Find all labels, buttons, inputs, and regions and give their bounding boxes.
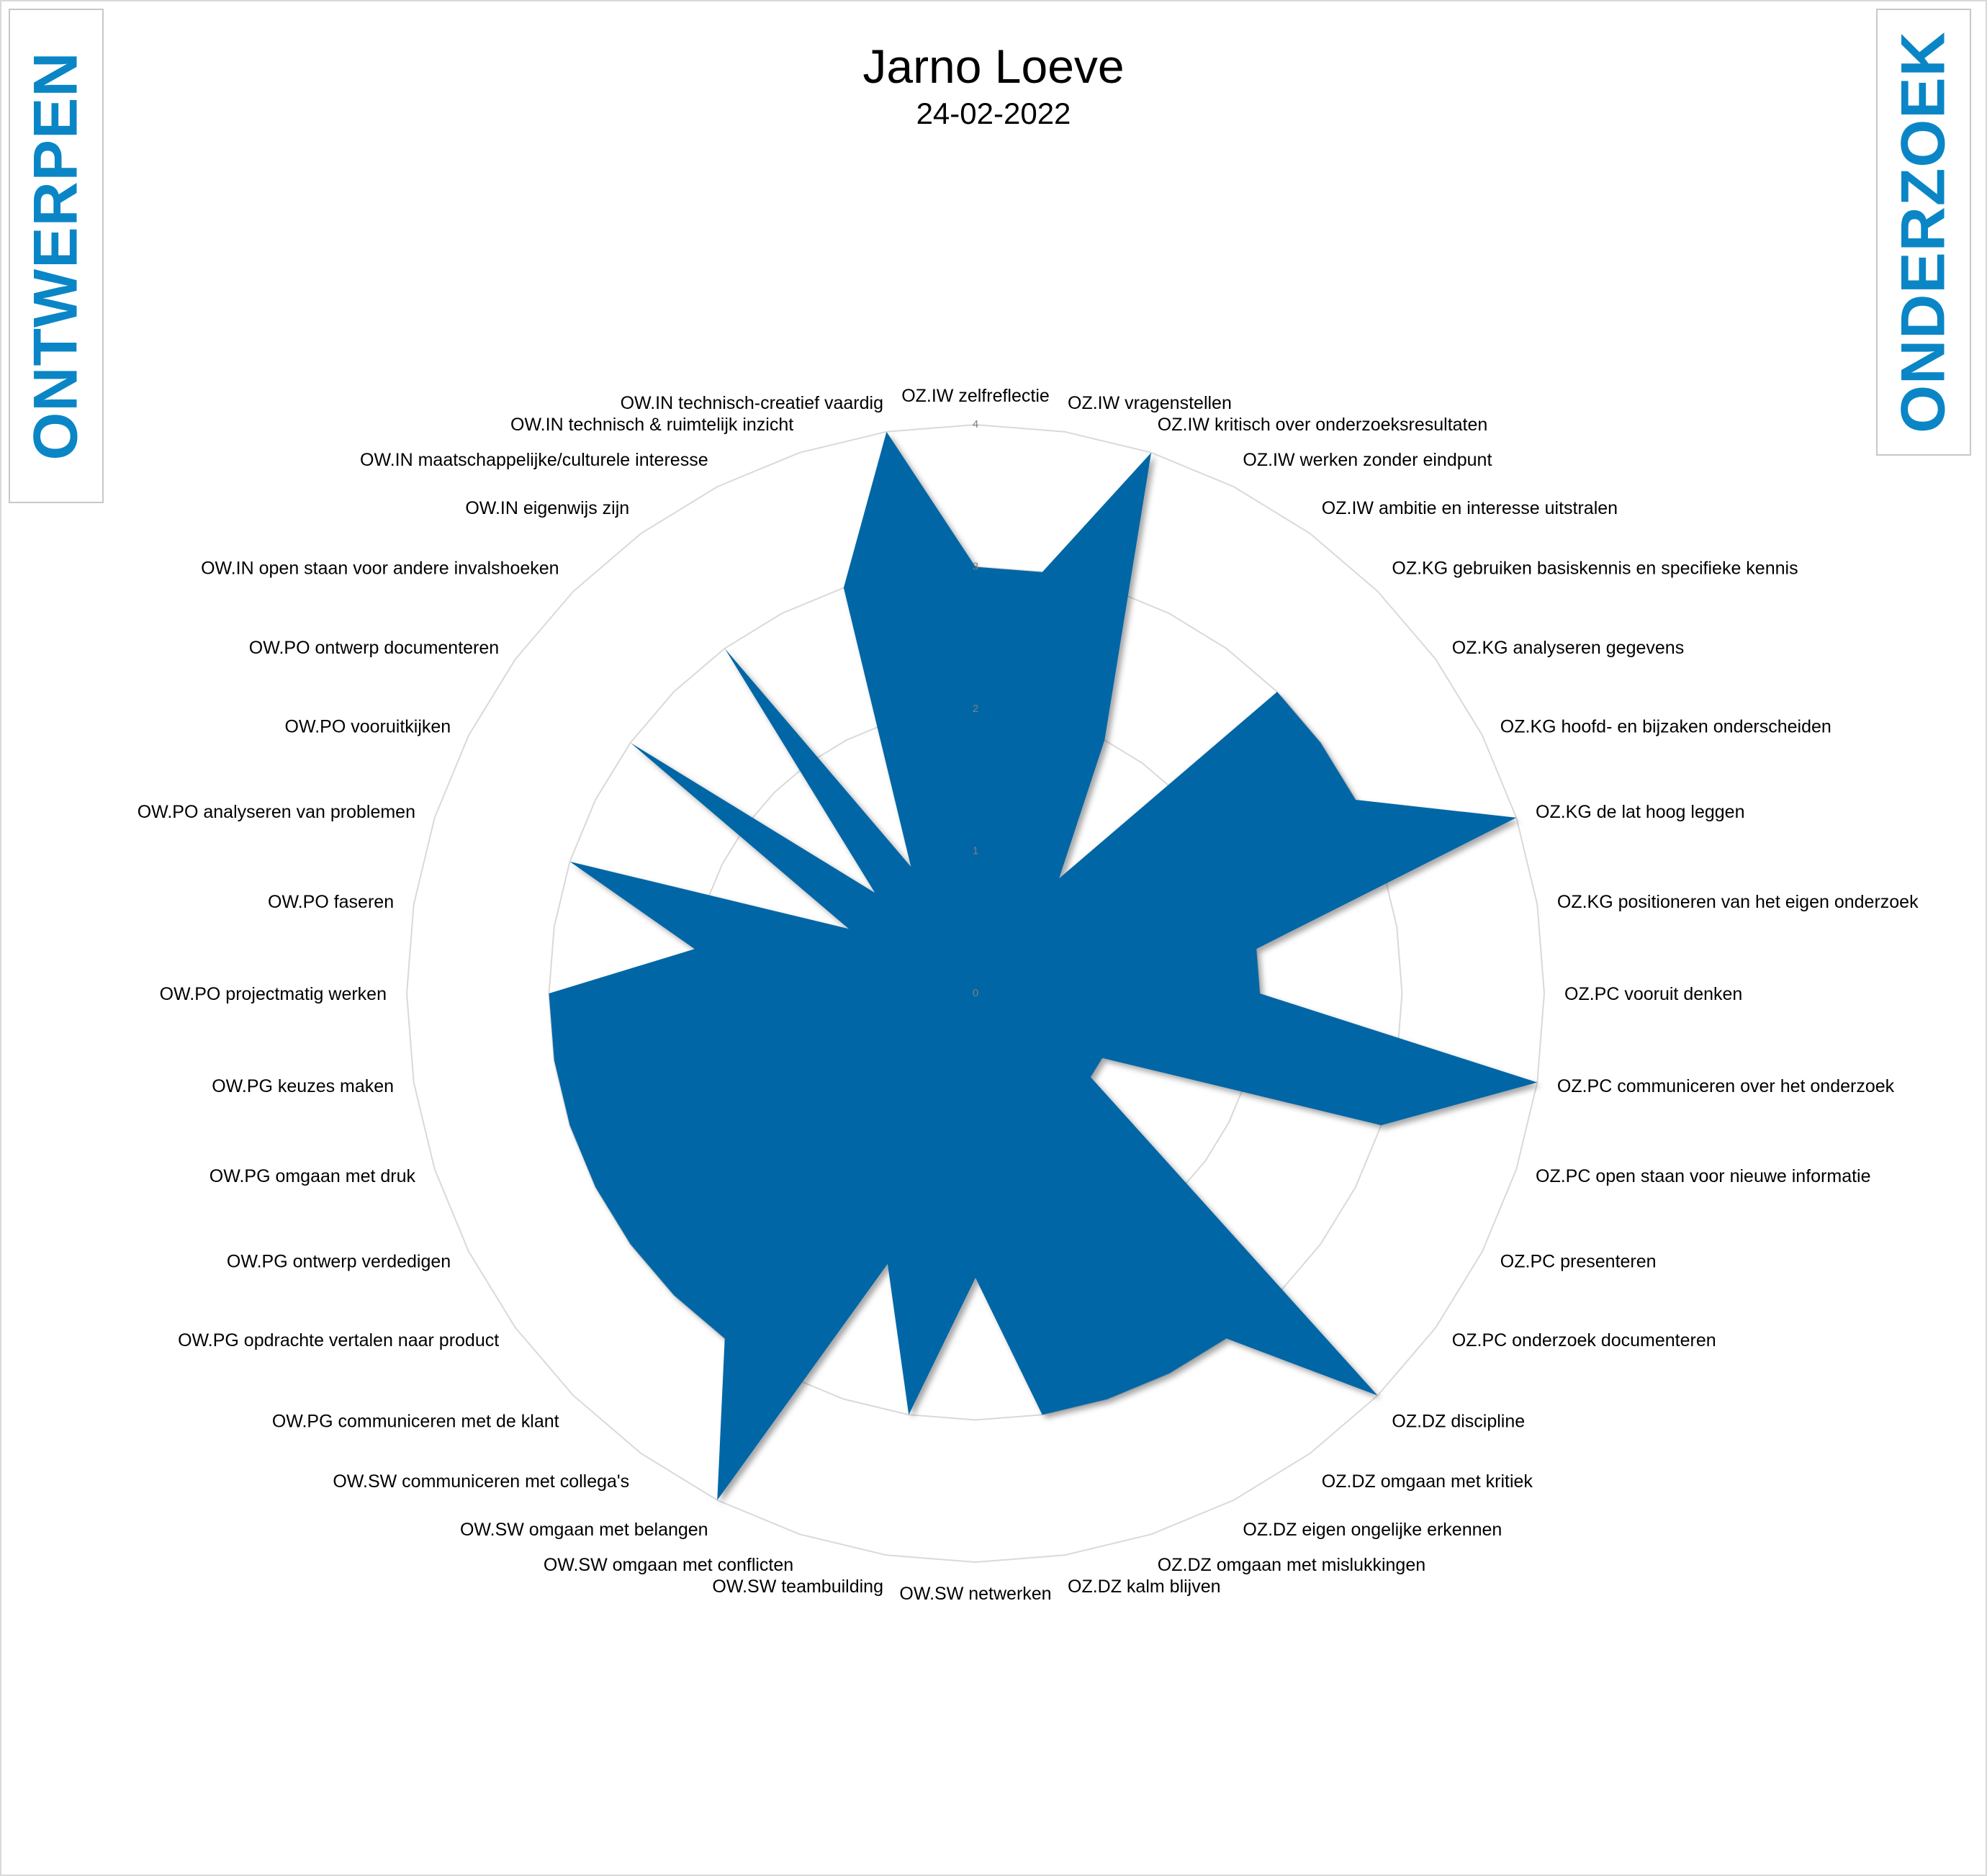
category-label: OZ.IW vragenstellen bbox=[1068, 393, 1232, 413]
category-label: OZ.DZ omgaan met kritiek bbox=[1322, 1471, 1533, 1492]
category-label: OW.SW netwerken bbox=[899, 1584, 1051, 1604]
category-label: OW.PG opdrachte vertalen naar product bbox=[178, 1330, 499, 1350]
category-label: OW.PO vooruitkijken bbox=[285, 717, 451, 737]
grid-ring-4 bbox=[405, 423, 1546, 1564]
category-label: OW.SW teambuilding bbox=[712, 1577, 883, 1597]
category-label: OZ.IW ambitie en interesse uitstralen bbox=[1322, 498, 1618, 518]
category-label: OW.IN technisch-creatief vaardig bbox=[621, 393, 883, 413]
category-label: OZ.DZ eigen ongelijke erkennen bbox=[1243, 1520, 1502, 1540]
category-label: OW.PG ontwerp verdedigen bbox=[227, 1251, 451, 1271]
category-label: OZ.KG gebruiken basiskennis en specifiek… bbox=[1392, 559, 1798, 579]
category-label: OZ.IW werken zonder eindpunt bbox=[1243, 450, 1492, 470]
category-label: OW.IN maatschappelijke/culturele interes… bbox=[360, 450, 708, 470]
category-label: OW.PG communiceren met de klant bbox=[272, 1411, 559, 1431]
category-label: OW.IN technisch & ruimtelijk inzicht bbox=[510, 415, 793, 435]
category-label: OZ.KG positioneren van het eigen onderzo… bbox=[1557, 892, 1919, 912]
category-label: OW.SW communiceren met collega's bbox=[333, 1471, 629, 1492]
tick-label: 1 bbox=[973, 845, 978, 857]
grid-ring-3 bbox=[548, 566, 1403, 1421]
chart-subtitle: 24-02-2022 bbox=[916, 96, 1071, 130]
tick-label: 4 bbox=[973, 418, 978, 430]
category-label: OW.PO analyseren van problemen bbox=[138, 802, 415, 822]
category-label: OZ.PC vooruit denken bbox=[1564, 984, 1742, 1004]
category-label: OZ.PC open staan voor nieuwe informatie bbox=[1536, 1166, 1871, 1186]
category-label: OW.PO projectmatig werken bbox=[160, 984, 387, 1004]
tick-label: 0 bbox=[973, 987, 978, 999]
category-label: OZ.IW zelfreflectie bbox=[901, 386, 1050, 406]
radar-category-labels: OZ.IW zelfreflectie OZ.IW vragenstellenOZ… bbox=[138, 386, 1919, 1604]
category-label: OZ.DZ omgaan met mislukkingen bbox=[1158, 1555, 1425, 1575]
category-label: OZ.PC onderzoek documenteren bbox=[1452, 1330, 1716, 1350]
onderzoek-side-label-box: ONDERZOEK bbox=[1876, 9, 1971, 456]
category-label: OW.PG omgaan met druk bbox=[209, 1166, 416, 1186]
category-label: OW.IN open staan voor andere invalshoeke… bbox=[201, 559, 559, 579]
category-label: OZ.PC presenteren bbox=[1500, 1251, 1657, 1271]
category-label: OZ.IW kritisch over onderzoeksresultaten bbox=[1158, 415, 1488, 435]
tick-label: 2 bbox=[973, 703, 978, 715]
radar-series bbox=[549, 431, 1538, 1500]
category-label: OW.PO faseren bbox=[268, 892, 394, 912]
category-label: OZ.PC communiceren over het onderzoek bbox=[1557, 1076, 1895, 1096]
category-label: OW.SW omgaan met conflicten bbox=[544, 1555, 793, 1575]
category-label: OW.PG keuzes maken bbox=[212, 1076, 394, 1096]
category-label: OZ.DZ discipline bbox=[1392, 1411, 1525, 1431]
category-label: OZ.DZ kalm blijven bbox=[1068, 1577, 1221, 1597]
series-area bbox=[549, 431, 1538, 1500]
category-label: OZ.KG de lat hoog leggen bbox=[1536, 802, 1744, 822]
category-label: OW.IN eigenwijs zijn bbox=[465, 498, 629, 518]
category-label: OW.PO ontwerp documenteren bbox=[249, 638, 499, 658]
ontwerpen-side-label-box: ONTWERPEN bbox=[9, 9, 104, 503]
radar-ticks: 0 1 2 3 4 bbox=[973, 418, 978, 999]
category-label: OZ.KG analyseren gegevens bbox=[1452, 638, 1684, 658]
category-label: OW.SW omgaan met belangen bbox=[460, 1520, 708, 1540]
category-label: OZ.KG hoofd- en bijzaken onderscheiden bbox=[1500, 717, 1831, 737]
chart-title: Jarno Loeve bbox=[862, 40, 1125, 93]
tick-label: 3 bbox=[973, 561, 978, 573]
